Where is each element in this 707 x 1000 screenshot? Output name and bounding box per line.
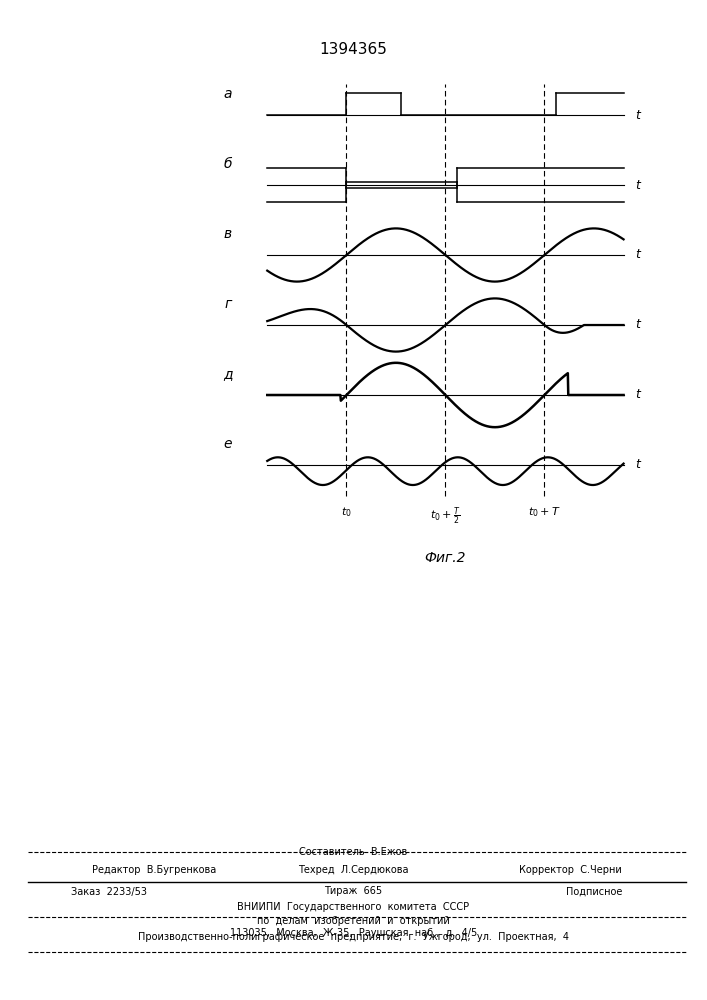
Text: е: е <box>223 437 232 451</box>
Text: t: t <box>636 388 641 401</box>
Text: Составитель  В.Ежов: Составитель В.Ежов <box>299 847 408 857</box>
Text: 1394365: 1394365 <box>320 42 387 57</box>
Text: t: t <box>636 179 641 192</box>
Text: t: t <box>636 458 641 472</box>
Text: б: б <box>223 157 232 171</box>
Text: t: t <box>636 109 641 122</box>
Text: Редактор  В.Бугренкова: Редактор В.Бугренкова <box>92 865 216 875</box>
Text: Тираж  665: Тираж 665 <box>325 886 382 896</box>
Text: t: t <box>636 248 641 261</box>
Text: г: г <box>224 297 231 311</box>
Text: по  делам  изобретений  и  открытий: по делам изобретений и открытий <box>257 916 450 926</box>
Text: t: t <box>636 318 641 332</box>
Text: $t_0+\frac{T}{2}$: $t_0+\frac{T}{2}$ <box>430 506 461 527</box>
Text: Подписное: Подписное <box>566 886 622 896</box>
Text: Фиг.2: Фиг.2 <box>425 551 466 565</box>
Text: $t_0$: $t_0$ <box>341 506 352 519</box>
Text: д: д <box>223 367 233 381</box>
Text: Корректор  С.Черни: Корректор С.Черни <box>520 865 622 875</box>
Text: Техред  Л.Сердюкова: Техред Л.Сердюкова <box>298 865 409 875</box>
Text: a: a <box>223 87 232 101</box>
Text: ВНИИПИ  Государственного  комитета  СССР: ВНИИПИ Государственного комитета СССР <box>238 902 469 912</box>
Text: $t_0+T$: $t_0+T$ <box>528 506 561 519</box>
Text: Производственно-полиграфическое  предприятие,  г.  Ужгород,  ул.  Проектная,  4: Производственно-полиграфическое предприя… <box>138 932 569 942</box>
Text: Заказ  2233/53: Заказ 2233/53 <box>71 886 146 896</box>
Text: в: в <box>223 227 232 241</box>
Text: 113035,  Москва,  Ж-35,  Раушская  наб.,  д.  4/5: 113035, Москва, Ж-35, Раушская наб., д. … <box>230 928 477 938</box>
